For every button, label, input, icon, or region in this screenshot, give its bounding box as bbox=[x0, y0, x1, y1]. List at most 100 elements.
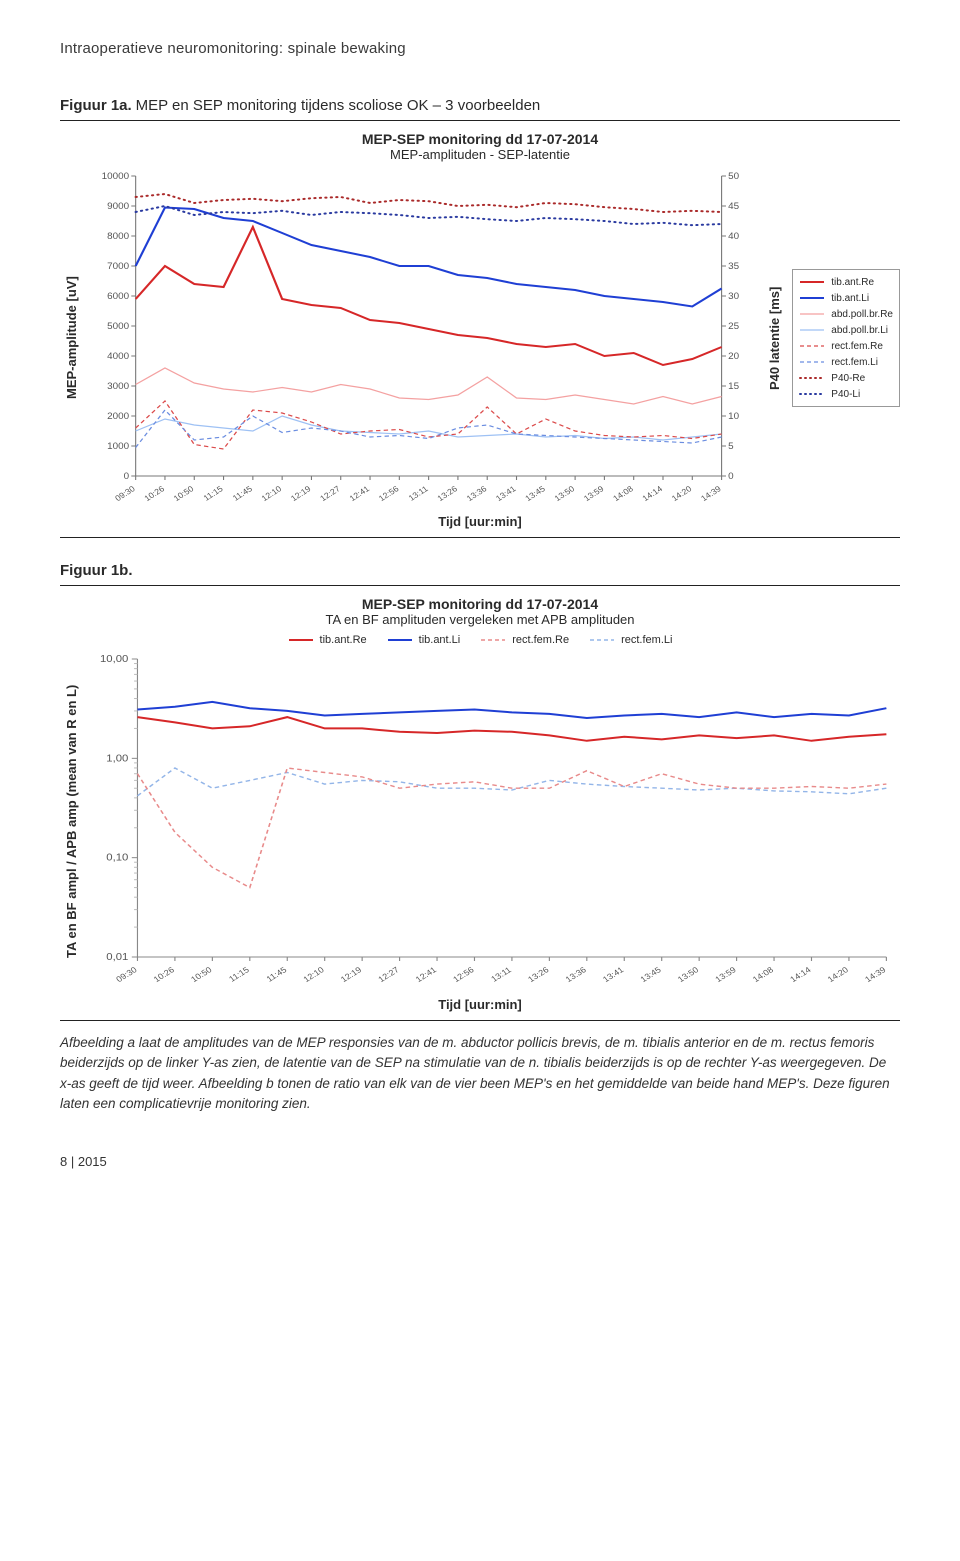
svg-text:10:50: 10:50 bbox=[189, 965, 214, 984]
svg-text:13:59: 13:59 bbox=[713, 965, 738, 984]
svg-text:14:20: 14:20 bbox=[670, 484, 694, 503]
svg-text:10:26: 10:26 bbox=[142, 484, 166, 503]
fig1a-yaxis-right-label: P40 latentie [ms] bbox=[763, 168, 786, 508]
svg-text:8000: 8000 bbox=[107, 231, 129, 241]
svg-text:3000: 3000 bbox=[107, 381, 129, 391]
svg-text:20: 20 bbox=[728, 351, 739, 361]
svg-text:1000: 1000 bbox=[107, 441, 129, 451]
svg-text:11:45: 11:45 bbox=[231, 484, 255, 503]
svg-text:15: 15 bbox=[728, 381, 739, 391]
divider bbox=[60, 537, 900, 538]
page-footer: 8 | 2015 bbox=[60, 1154, 900, 1169]
svg-text:9000: 9000 bbox=[107, 201, 129, 211]
legend-item: rect.fem.Re bbox=[480, 633, 569, 647]
svg-text:13:26: 13:26 bbox=[526, 965, 551, 984]
legend-label: rect.fem.Re bbox=[831, 341, 883, 352]
legend-item: tib.ant.Re bbox=[288, 633, 367, 647]
svg-text:13:59: 13:59 bbox=[582, 484, 606, 503]
legend-label: tib.ant.Li bbox=[831, 293, 869, 304]
figure-1a-title: MEP en SEP monitoring tijdens scoliose O… bbox=[136, 97, 541, 114]
legend-label: rect.fem.Re bbox=[512, 634, 569, 646]
svg-text:14:08: 14:08 bbox=[611, 484, 635, 503]
divider bbox=[60, 120, 900, 121]
svg-text:13:45: 13:45 bbox=[523, 484, 547, 503]
svg-text:13:45: 13:45 bbox=[638, 965, 663, 984]
legend-label: tib.ant.Li bbox=[419, 634, 461, 646]
legend-item: abd.poll.br.Re bbox=[799, 306, 893, 322]
svg-text:13:36: 13:36 bbox=[464, 484, 488, 503]
svg-text:12:27: 12:27 bbox=[376, 965, 401, 984]
fig1a-yaxis-left-label: MEP-amplitude [uV] bbox=[60, 168, 83, 508]
svg-text:12:41: 12:41 bbox=[347, 484, 371, 503]
svg-text:10: 10 bbox=[728, 411, 739, 421]
legend-label: rect.fem.Li bbox=[621, 634, 672, 646]
fig1b-chart-subtitle: TA en BF amplituden vergeleken met APB a… bbox=[60, 612, 900, 627]
svg-text:12:10: 12:10 bbox=[301, 965, 326, 984]
divider bbox=[60, 1020, 900, 1021]
svg-text:50: 50 bbox=[728, 171, 739, 181]
svg-text:10,00: 10,00 bbox=[100, 654, 128, 665]
legend-label: tib.ant.Re bbox=[831, 277, 874, 288]
legend-item: tib.ant.Re bbox=[799, 274, 893, 290]
svg-text:12:19: 12:19 bbox=[289, 484, 313, 503]
svg-text:45: 45 bbox=[728, 201, 739, 211]
figure-1a-label: Figuur 1a. bbox=[60, 97, 132, 114]
svg-text:11:15: 11:15 bbox=[201, 484, 225, 503]
svg-text:10000: 10000 bbox=[102, 171, 129, 181]
legend-label: abd.poll.br.Li bbox=[831, 325, 888, 336]
svg-text:13:36: 13:36 bbox=[563, 965, 588, 984]
page-year: 2015 bbox=[78, 1154, 107, 1169]
svg-text:13:26: 13:26 bbox=[435, 484, 459, 503]
legend-item: P40-Li bbox=[799, 386, 893, 402]
fig1b-chart-title: MEP-SEP monitoring dd 17-07-2014 bbox=[60, 596, 900, 612]
fig1b-yaxis-label: TA en BF ampl / APB amp (mean van R en L… bbox=[60, 651, 83, 991]
divider bbox=[60, 585, 900, 586]
svg-text:14:14: 14:14 bbox=[640, 484, 664, 503]
legend-item: rect.fem.Re bbox=[799, 338, 893, 354]
svg-text:14:39: 14:39 bbox=[863, 965, 888, 984]
legend-item: rect.fem.Li bbox=[589, 633, 672, 647]
legend-label: tib.ant.Re bbox=[320, 634, 367, 646]
legend-item: abd.poll.br.Li bbox=[799, 322, 893, 338]
svg-text:10:26: 10:26 bbox=[151, 965, 176, 984]
svg-text:0: 0 bbox=[728, 471, 733, 481]
fig1a-chart-title: MEP-SEP monitoring dd 17-07-2014 bbox=[60, 131, 900, 147]
fig1a-chart: 0100020003000400050006000700080009000100… bbox=[83, 168, 763, 508]
fig1b-chart: 0,010,101,0010,0009:3010:2610:5011:1511:… bbox=[83, 651, 900, 991]
svg-text:7000: 7000 bbox=[107, 261, 129, 271]
fig1a-legend: tib.ant.Re tib.ant.Li abd.poll.br.Re abd.po… bbox=[792, 269, 900, 407]
legend-item: rect.fem.Li bbox=[799, 354, 893, 370]
svg-text:12:56: 12:56 bbox=[451, 965, 476, 984]
svg-text:13:41: 13:41 bbox=[494, 484, 518, 503]
svg-text:1,00: 1,00 bbox=[106, 753, 128, 764]
svg-text:35: 35 bbox=[728, 261, 739, 271]
legend-label: P40-Li bbox=[831, 389, 860, 400]
legend-label: P40-Re bbox=[831, 373, 865, 384]
svg-text:0: 0 bbox=[124, 471, 129, 481]
svg-text:13:11: 13:11 bbox=[406, 484, 430, 503]
svg-text:13:50: 13:50 bbox=[676, 965, 701, 984]
svg-text:14:14: 14:14 bbox=[788, 965, 813, 984]
legend-item: P40-Re bbox=[799, 370, 893, 386]
svg-text:12:56: 12:56 bbox=[377, 484, 401, 503]
legend-label: abd.poll.br.Re bbox=[831, 309, 893, 320]
footer-sep: | bbox=[67, 1154, 78, 1169]
svg-text:10:50: 10:50 bbox=[172, 484, 196, 503]
fig1a-chart-subtitle: MEP-amplituden - SEP-latentie bbox=[60, 147, 900, 162]
svg-text:11:45: 11:45 bbox=[264, 965, 288, 984]
svg-text:0,10: 0,10 bbox=[106, 852, 128, 863]
svg-text:40: 40 bbox=[728, 231, 739, 241]
svg-text:5: 5 bbox=[728, 441, 733, 451]
svg-text:14:39: 14:39 bbox=[699, 484, 723, 503]
fig1b-legend: tib.ant.Re tib.ant.Li rect.fem.Re rect.fem.… bbox=[60, 633, 900, 647]
figure-1b-heading: Figuur 1b. bbox=[60, 562, 900, 579]
svg-text:12:19: 12:19 bbox=[339, 965, 364, 984]
svg-text:11:15: 11:15 bbox=[227, 965, 251, 984]
svg-text:09:30: 09:30 bbox=[113, 484, 137, 503]
svg-text:12:27: 12:27 bbox=[318, 484, 342, 503]
svg-text:13:11: 13:11 bbox=[489, 965, 513, 984]
svg-text:13:50: 13:50 bbox=[552, 484, 576, 503]
legend-label: rect.fem.Li bbox=[831, 357, 878, 368]
page-header: Intraoperatieve neuromonitoring: spinale… bbox=[60, 40, 900, 57]
figure-1b-label: Figuur 1b. bbox=[60, 562, 133, 579]
